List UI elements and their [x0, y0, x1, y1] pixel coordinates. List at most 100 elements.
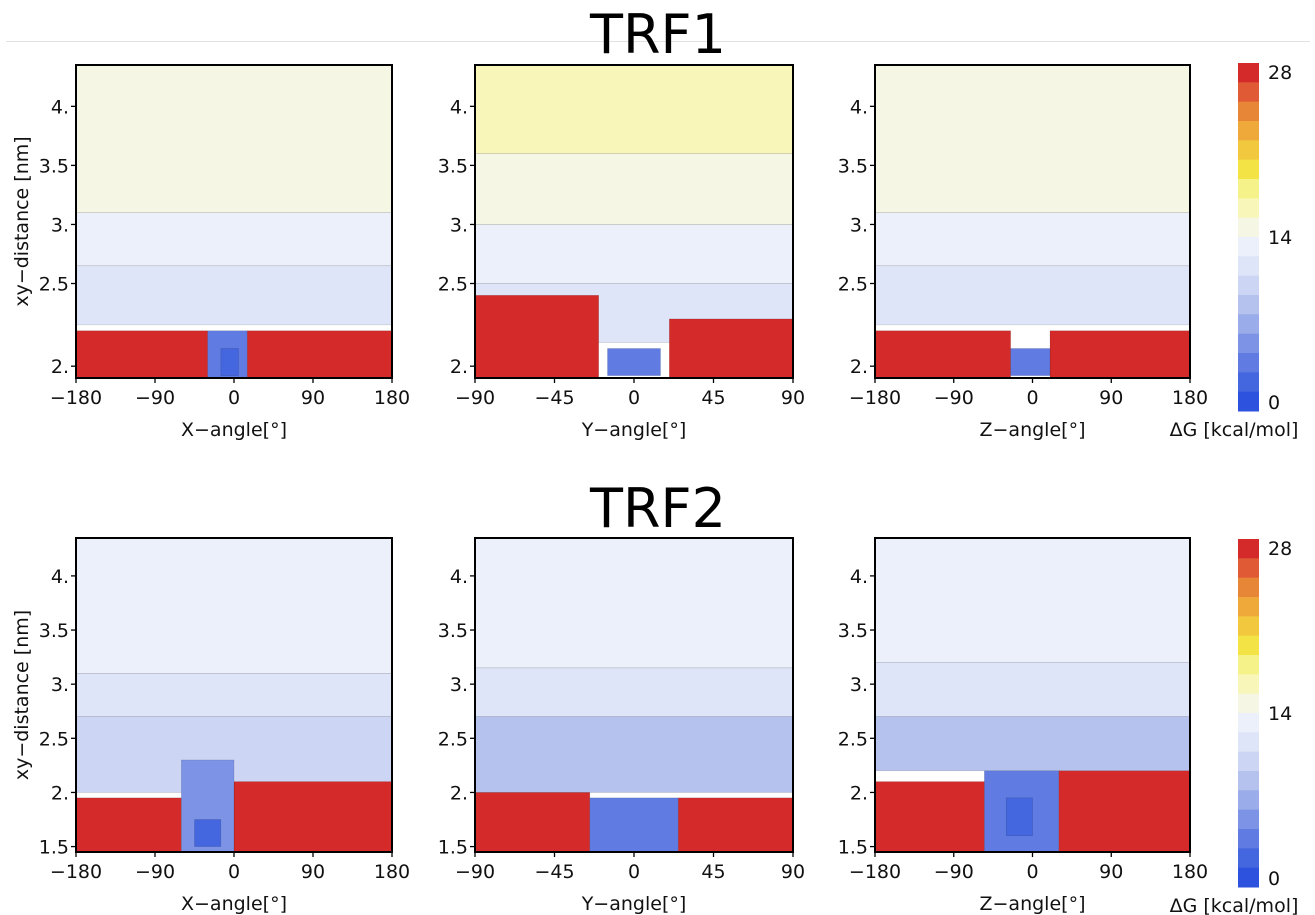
x-tick-label: 45 — [701, 861, 725, 883]
colorbar-segment — [1238, 159, 1259, 180]
colorbar-segment — [1238, 809, 1259, 830]
y-tick-label: 2. — [450, 356, 468, 378]
y-tick-label: 3.5 — [39, 620, 69, 642]
y-tick-label: 2.5 — [438, 728, 468, 750]
contour-region — [589, 797, 679, 852]
x-tick-label: −90 — [455, 861, 495, 883]
x-axis-label: Y−angle[°] — [581, 419, 687, 441]
x-tick-label: 0 — [1026, 861, 1038, 883]
colorbar-segment — [1238, 63, 1259, 83]
heatmap-panel-2: −90 −45 0 45 90 2. 2.5 3. 3.5 4. Y−angle[°] — [438, 64, 805, 441]
contour-region — [475, 716, 793, 793]
heatmap-regions — [76, 65, 392, 378]
contour-region — [875, 716, 1190, 772]
contour-region — [233, 781, 392, 852]
colorbar-segment — [1238, 732, 1259, 753]
colorbar-segment — [1238, 198, 1259, 219]
y-tick-label: 1.5 — [438, 837, 468, 859]
x-tick-label: 0 — [228, 387, 240, 409]
colorbar-segment — [1238, 121, 1259, 141]
colorbar-segment — [1238, 333, 1259, 354]
colorbar-segment — [1238, 314, 1259, 335]
colorbar-segment — [1238, 577, 1259, 598]
colorbar-segment — [1238, 82, 1259, 103]
contour-region — [76, 673, 392, 717]
colorbar-tick-label: 14 — [1268, 227, 1292, 249]
x-tick-label: −180 — [849, 861, 901, 883]
y-tick-label: 2.5 — [438, 274, 468, 296]
y-tick-label: 2.5 — [838, 274, 868, 296]
colorbar-segment — [1238, 635, 1259, 656]
contour-region — [76, 212, 392, 267]
colorbar-tick-label: 28 — [1268, 62, 1292, 84]
contour-region — [76, 330, 208, 378]
colorbar-tick-label: 28 — [1268, 538, 1292, 560]
y-tick-label: 3.5 — [438, 155, 468, 177]
contour-region — [194, 819, 222, 847]
row2-title: TRF2 — [590, 477, 726, 540]
y-tick-label: 3. — [51, 214, 69, 236]
colorbar-label: ΔG [kcal/mol] — [1170, 895, 1299, 915]
colorbar-segment — [1238, 353, 1259, 373]
y-tick-label: 4. — [850, 96, 868, 118]
colorbar-segment — [1238, 848, 1259, 869]
title-divider — [6, 41, 1310, 42]
y-tick-label: 3.5 — [438, 620, 468, 642]
x-tick-label: 90 — [1099, 387, 1123, 409]
y-tick-label: 3.5 — [838, 155, 868, 177]
y-tick-label: 3.5 — [838, 620, 868, 642]
x-tick-label: 90 — [781, 387, 805, 409]
colorbar-segment — [1238, 867, 1259, 888]
contour-region — [875, 781, 985, 852]
colorbar-segment — [1238, 829, 1259, 849]
contour-region — [1010, 348, 1051, 376]
contour-region — [76, 65, 392, 213]
y-tick-label: 3. — [450, 214, 468, 236]
contour-region — [875, 212, 1190, 267]
contour-region — [475, 667, 793, 717]
colorbar-label: ΔG [kcal/mol] — [1170, 419, 1299, 441]
y-tick-label: 2.5 — [838, 728, 868, 750]
x-tick-label: −180 — [50, 861, 102, 883]
x-tick-label: 45 — [701, 387, 725, 409]
colorbar-segment — [1238, 771, 1259, 791]
y-tick-label: 1.5 — [39, 837, 69, 859]
y-tick-label: 2.5 — [39, 728, 69, 750]
contour-region — [76, 538, 392, 674]
heatmap-regions — [76, 538, 392, 852]
colorbar-segment — [1238, 256, 1259, 277]
colorbar-1: 28 14 0 ΔG [kcal/mol] — [1170, 62, 1299, 441]
contour-region — [220, 348, 239, 376]
colorbar-segment — [1238, 597, 1259, 617]
colorbar-segment — [1238, 295, 1259, 315]
x-tick-label: −90 — [934, 387, 974, 409]
x-tick-label: −90 — [455, 387, 495, 409]
heatmap-panel-5: −90 −45 0 45 90 1.5 2. 2.5 3. 3.5 4. Y−angle[°] — [438, 537, 805, 915]
contour-region — [875, 538, 1190, 663]
heatmap-regions — [475, 65, 793, 378]
y-tick-label: 4. — [51, 96, 69, 118]
x-tick-label: 180 — [1172, 861, 1208, 883]
x-axis-label: Z−angle[°] — [980, 893, 1086, 915]
contour-region — [677, 797, 793, 852]
colorbar-segment — [1238, 751, 1259, 772]
heatmap-regions — [875, 65, 1190, 378]
heatmap-regions — [475, 538, 793, 852]
y-tick-label: 4. — [450, 566, 468, 588]
contour-region — [1049, 330, 1190, 378]
x-tick-label: −45 — [534, 861, 574, 883]
row1-title: TRF1 — [590, 3, 726, 66]
x-tick-label: −90 — [135, 387, 175, 409]
x-tick-label: 180 — [374, 861, 410, 883]
y-tick-label: 3. — [51, 674, 69, 696]
contour-region — [669, 318, 793, 378]
colorbar-segment — [1238, 539, 1259, 559]
contour-region — [875, 265, 1190, 326]
heatmap-panel-6: −180 −90 0 90 180 1.5 2. 2.5 3. 3.5 4. Z−angle[°] — [838, 537, 1208, 915]
contour-region — [475, 153, 793, 225]
contour-region — [76, 797, 182, 852]
colorbar-2: 28 14 0 ΔG [kcal/mol] — [1170, 538, 1299, 915]
x-axis-label: Z−angle[°] — [980, 419, 1086, 441]
x-tick-label: 0 — [628, 387, 640, 409]
x-tick-label: 0 — [1026, 387, 1038, 409]
